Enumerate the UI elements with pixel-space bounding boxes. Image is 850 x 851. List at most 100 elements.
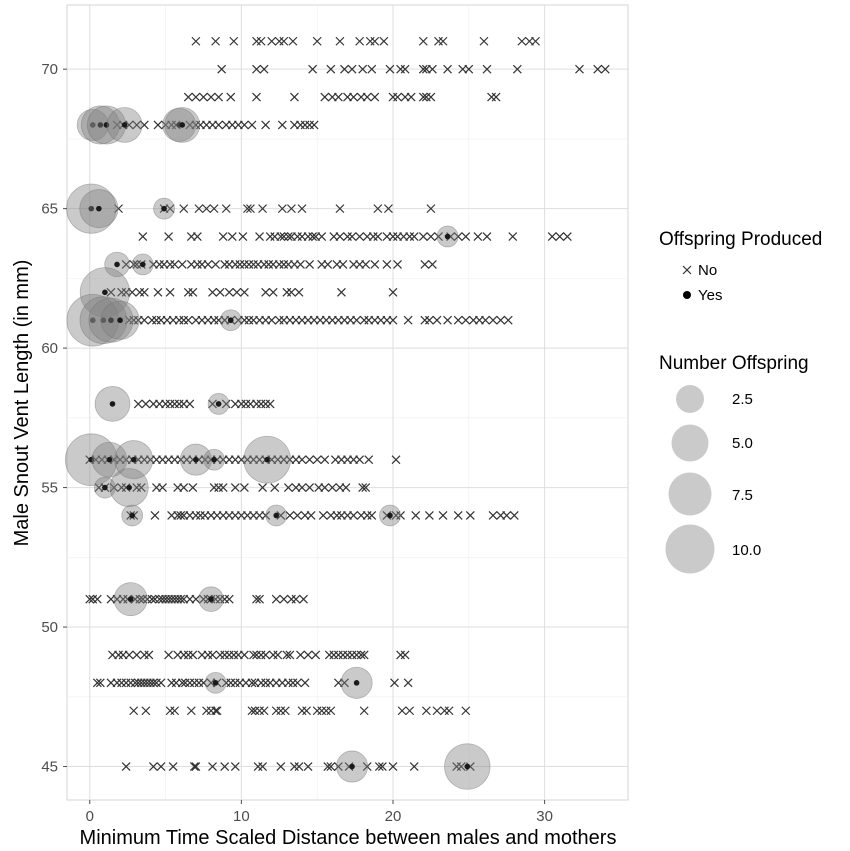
no-offspring-marker	[220, 762, 230, 771]
y-axis-ticks: 45 50 55 60 65 70	[41, 61, 67, 776]
no-offspring-marker	[326, 706, 336, 716]
no-offspring-marker	[300, 678, 310, 688]
no-offspring-marker	[185, 399, 195, 409]
no-offspring-marker	[291, 594, 301, 604]
no-offspring-marker	[352, 315, 362, 325]
no-offspring-marker	[303, 650, 313, 660]
offspring-bubble	[114, 440, 154, 480]
no-offspring-marker	[465, 511, 475, 520]
legend-bubble-5-0	[671, 424, 709, 462]
no-offspring-marker	[361, 483, 371, 493]
no-offspring-marker	[333, 92, 343, 102]
offspring-bubble	[243, 435, 291, 484]
offspring-bubble	[203, 448, 225, 471]
no-offspring-marker	[418, 64, 428, 74]
no-offspring-marker	[488, 511, 498, 520]
no-offspring-marker	[424, 315, 434, 325]
offspring-bubble	[336, 750, 369, 783]
no-offspring-marker	[282, 650, 292, 660]
y-tick-label: 55	[41, 480, 58, 497]
no-offspring-marker	[562, 232, 572, 241]
no-offspring-marker	[285, 511, 295, 520]
no-offspring-marker	[427, 64, 437, 74]
no-offspring-marker	[267, 315, 277, 325]
no-offspring-marker	[183, 315, 193, 325]
no-offspring-marker	[208, 287, 217, 297]
no-offspring-marker	[139, 287, 149, 297]
no-offspring-marker	[323, 762, 333, 771]
legend-bubble-7-5	[668, 472, 712, 516]
no-offspring-marker	[388, 762, 398, 771]
no-offspring-marker	[355, 232, 365, 241]
no-offspring-marker	[358, 483, 368, 493]
no-offspring-marker	[255, 232, 264, 241]
x-axis-title: Minimum Time Scaled Distance between mal…	[80, 827, 617, 849]
no-offspring-marker	[191, 762, 201, 771]
no-offspring-marker	[147, 594, 157, 604]
no-offspring-marker	[212, 706, 222, 716]
size-legend: Number Offspring 2.5 5.0 7.5 10.0	[659, 353, 809, 574]
no-offspring-marker	[106, 287, 116, 297]
no-offspring-marker	[374, 762, 384, 771]
no-offspring-marker	[600, 64, 610, 74]
no-offspring-marker	[249, 650, 258, 660]
no-offspring-marker	[444, 706, 454, 716]
no-offspring-marker	[129, 259, 139, 269]
no-offspring-marker	[252, 594, 261, 604]
no-offspring-marker	[308, 64, 318, 74]
no-offspring-marker	[340, 678, 349, 688]
no-offspring-marker	[305, 483, 315, 493]
no-offspring-marker	[227, 232, 237, 241]
no-offspring-marker	[426, 92, 436, 102]
no-offspring-marker	[124, 650, 134, 660]
no-offspring-marker	[509, 511, 519, 520]
no-offspring-marker	[261, 511, 271, 520]
offspring-bubble	[164, 107, 201, 143]
no-offspring-marker	[426, 204, 436, 214]
no-offspring-marker	[164, 650, 174, 660]
no-offspring-marker	[114, 204, 123, 214]
no-offspring-marker	[426, 232, 436, 241]
no-offspring-marker	[176, 594, 186, 604]
no-offspring-marker	[318, 511, 328, 520]
no-offspring-marker	[405, 706, 415, 716]
no-offspring-marker	[177, 259, 187, 269]
no-offspring-marker	[286, 204, 296, 214]
no-offspring-marker	[243, 204, 252, 214]
no-offspring-marker	[214, 92, 224, 102]
no-offspring-marker	[149, 678, 158, 688]
no-offspring-marker	[191, 92, 201, 102]
no-offspring-marker	[370, 259, 380, 269]
legend-key-yes-icon	[683, 291, 691, 299]
no-offspring-marker	[153, 287, 163, 297]
legend-size-label-5-0: 5.0	[732, 435, 753, 452]
no-offspring-marker	[432, 315, 442, 325]
legend-size-label-2-5: 2.5	[732, 391, 753, 408]
x-tick-label: 30	[536, 808, 553, 825]
no-offspring-marker	[179, 204, 189, 214]
no-offspring-marker	[531, 36, 540, 46]
no-offspring-marker	[285, 650, 295, 660]
no-offspring-marker	[297, 455, 307, 465]
no-offspring-marker	[367, 64, 377, 74]
no-offspring-marker	[547, 232, 557, 241]
no-offspring-marker	[305, 259, 315, 269]
no-offspring-marker	[270, 483, 280, 493]
no-offspring-marker	[443, 64, 452, 74]
y-tick-label: 45	[41, 759, 58, 776]
no-offspring-marker	[211, 259, 221, 269]
no-offspring-marker	[306, 511, 316, 520]
no-offspring-marker	[92, 678, 102, 688]
offspring-bubble	[109, 468, 149, 508]
no-offspring-marker	[335, 204, 345, 214]
no-offspring-marker	[409, 762, 419, 771]
no-offspring-marker	[221, 399, 231, 409]
legend-size-label-7-5: 7.5	[732, 487, 753, 504]
no-offspring-marker	[158, 483, 167, 493]
no-offspring-marker	[165, 287, 175, 297]
no-offspring-marker	[388, 287, 398, 297]
no-offspring-marker	[141, 399, 151, 409]
no-offspring-marker	[305, 455, 315, 465]
no-offspring-marker	[461, 315, 471, 325]
